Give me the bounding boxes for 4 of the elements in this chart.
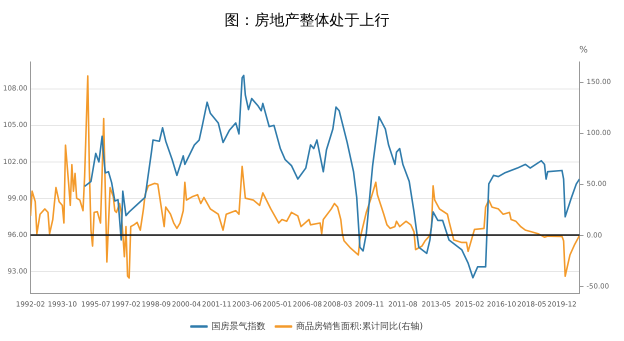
legend-label: 国房景气指数 [211, 320, 266, 332]
chart-title: 图：房地产整体处于上行 [224, 10, 390, 29]
y2-axis-title: % [579, 45, 588, 56]
legend-label: 商品房销售面积:累计同比(右轴) [296, 320, 424, 332]
